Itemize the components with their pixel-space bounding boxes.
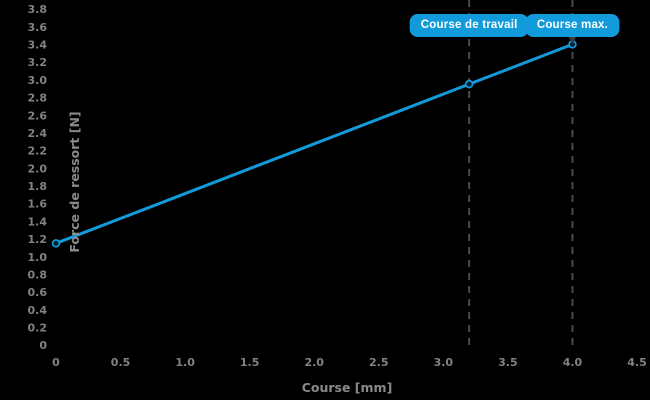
y-tick-label: 0.2 — [28, 321, 48, 334]
x-tick-label: 2.0 — [304, 356, 324, 369]
x-tick-label: 3.5 — [498, 356, 518, 369]
data-point-marker — [464, 79, 474, 89]
x-tick-label: 1.5 — [240, 356, 260, 369]
x-tick-label: 3.0 — [434, 356, 454, 369]
y-tick-label: 3.6 — [28, 21, 48, 34]
y-tick-label: 1.0 — [28, 251, 48, 264]
x-axis-label: Course [mm] — [301, 380, 393, 395]
y-tick-label: 3.2 — [28, 56, 48, 69]
y-tick-label: 0.8 — [28, 268, 48, 281]
y-tick-label: 3.8 — [28, 3, 48, 16]
y-tick-label: 2.6 — [28, 109, 48, 122]
annotation-badge: Course max. — [525, 14, 620, 37]
x-tick-label: 1.0 — [175, 356, 195, 369]
data-point-marker — [51, 239, 61, 248]
force-line — [54, 42, 574, 245]
annotation-arrowhead — [567, 35, 577, 45]
x-tick-label: 4.5 — [627, 356, 647, 369]
x-tick-label: 0.5 — [111, 356, 131, 369]
y-tick-label: 2.4 — [28, 127, 48, 140]
y-tick-label: 0.4 — [28, 304, 48, 317]
y-tick-label: 1.6 — [28, 198, 48, 211]
y-tick-label: 2.0 — [28, 162, 48, 175]
y-tick-label: 1.8 — [28, 180, 48, 193]
x-tick-label: 0 — [52, 356, 60, 369]
y-axis-label: Force de ressort [N] — [67, 111, 83, 253]
y-tick-label: 1.2 — [28, 233, 48, 246]
y-tick-label: 3.0 — [28, 74, 48, 87]
x-tick-label: 4.0 — [563, 356, 583, 369]
annotation-badge: Course de travail — [409, 14, 529, 37]
y-tick-label: 2.2 — [28, 145, 48, 158]
y-tick-label: 1.4 — [28, 215, 48, 228]
y-tick-label: 2.8 — [28, 92, 48, 105]
y-tick-label: 0 — [39, 339, 47, 352]
y-tick-label: 0.6 — [28, 286, 48, 299]
x-tick-label: 2.5 — [369, 356, 389, 369]
y-tick-label: 3.4 — [28, 39, 48, 52]
